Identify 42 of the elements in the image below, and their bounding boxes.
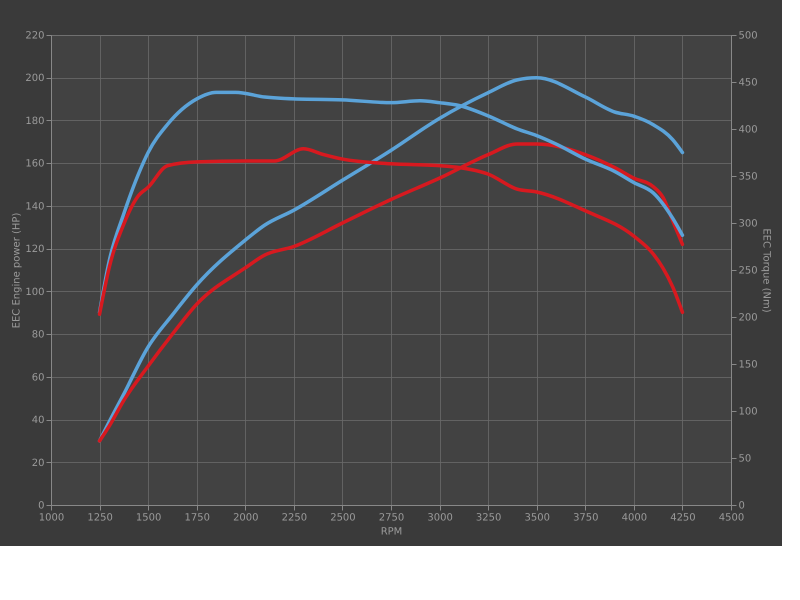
x-tick-label: 4250 xyxy=(670,512,696,524)
y-tick-label: 220 xyxy=(25,30,44,42)
y2-axis-title: EEC Torque (Nm) xyxy=(760,228,772,313)
x-tick-label: 1250 xyxy=(87,512,113,524)
x-tick-label: 4500 xyxy=(718,512,744,524)
y-tick-label: 160 xyxy=(25,158,44,170)
y-tick-label: 20 xyxy=(32,458,44,469)
y2-tick-label: 0 xyxy=(738,500,745,512)
x-tick-label: 3750 xyxy=(573,512,599,524)
y2-tick-label: 100 xyxy=(738,406,758,418)
x-tick-label: 3000 xyxy=(427,512,453,524)
line-series xyxy=(98,142,684,443)
y2-tick-label: 450 xyxy=(738,78,758,88)
x-tick-label: 2500 xyxy=(330,512,356,524)
x-tick-label: 1000 xyxy=(38,512,64,524)
y-tick-label: 120 xyxy=(25,244,44,256)
x-axis-title: RPM xyxy=(380,526,402,538)
x-tick-label: 2250 xyxy=(282,512,308,524)
y2-tick-label: 350 xyxy=(738,172,758,182)
x-tick-label: 2750 xyxy=(378,512,404,524)
y-tick-label: 100 xyxy=(25,286,44,298)
y-tick-label: 40 xyxy=(32,415,44,426)
y-tick-label: 0 xyxy=(38,500,44,512)
x-tick-label: 2000 xyxy=(233,512,259,524)
x-tick-label: 1500 xyxy=(136,512,162,524)
x-tick-label: 3500 xyxy=(524,512,550,524)
y2-tick-label: 400 xyxy=(738,124,758,136)
y-tick-label: 80 xyxy=(32,330,44,341)
y2-tick-label: 250 xyxy=(738,266,758,276)
y-tick-label: 140 xyxy=(25,201,44,212)
x-tick-label: 4000 xyxy=(622,512,648,524)
x-tick-label: 1750 xyxy=(184,512,210,524)
y2-tick-label: 200 xyxy=(738,312,758,324)
y-tick-label: 60 xyxy=(32,372,44,384)
y2-tick-label: 150 xyxy=(738,360,758,370)
y2-tick-label: 500 xyxy=(738,30,758,42)
y-tick-label: 200 xyxy=(25,73,44,84)
y2-tick-label: 300 xyxy=(738,218,758,230)
y-axis-title: EEC Engine power (HP) xyxy=(11,212,22,328)
x-tick-label: 3250 xyxy=(476,512,502,524)
y-tick-label: 180 xyxy=(25,116,44,127)
y2-tick-label: 50 xyxy=(738,454,752,464)
